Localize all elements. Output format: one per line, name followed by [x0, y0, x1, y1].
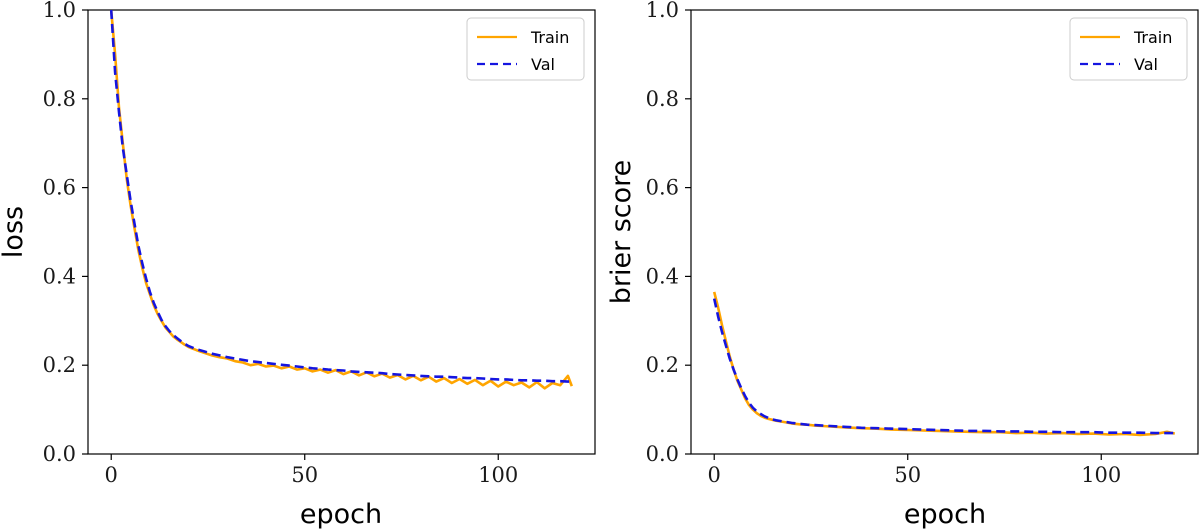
loss-y-tick-label: 1.0 [43, 0, 76, 22]
brier-panel: 0 50 100 0.0 0.2 0.4 0.6 0.8 1.0 epoch brier sc… [606, 0, 1199, 530]
loss-x-axis-label: epoch [300, 499, 382, 530]
brier-y-tick-label: 0.2 [646, 353, 679, 377]
loss-y-tick-label: 0.4 [43, 264, 76, 288]
brier-y-tick-label: 0.8 [646, 87, 679, 111]
brier-y-tick-label: 1.0 [646, 0, 679, 22]
brier-y-tick-label: 0.6 [646, 176, 679, 200]
loss-plot-frame [87, 9, 596, 455]
brier-x-tick-label: 100 [1081, 463, 1121, 487]
brier-legend: Train Val [1069, 17, 1188, 81]
brier-x-axis-label: epoch [904, 499, 986, 530]
brier-plot-frame [690, 9, 1199, 455]
brier-y-tick-label: 0.0 [646, 442, 679, 466]
loss-series-train-line [109, 10, 574, 390]
loss-legend-train-label: Train [530, 28, 569, 47]
loss-y-tick-label: 0.2 [43, 353, 76, 377]
loss-y-tick-label: 0.0 [43, 442, 76, 466]
loss-y-tick-label: 0.8 [43, 87, 76, 111]
loss-x-tick-label: 50 [291, 463, 318, 487]
brier-legend-train-label: Train [1133, 28, 1172, 47]
loss-x-tick-label: 100 [478, 463, 518, 487]
brier-series-val-line [712, 298, 1175, 435]
brier-x-tick-label: 0 [708, 463, 721, 487]
brier-legend-val-label: Val [1134, 55, 1158, 74]
loss-y-axis-label: loss [0, 206, 29, 258]
loss-x-tick-label: 0 [105, 463, 118, 487]
loss-legend-val-label: Val [531, 55, 555, 74]
brier-y-tick-label: 0.4 [646, 264, 679, 288]
loss-panel: 0 50 100 0.0 0.2 0.4 0.6 0.8 1.0 epoch loss Tra… [0, 0, 596, 530]
brier-x-tick-label: 50 [894, 463, 921, 487]
brier-y-axis-label: brier score [606, 160, 637, 305]
loss-legend: Train Val [466, 17, 585, 81]
loss-y-tick-label: 0.6 [43, 176, 76, 200]
brier-series-train-line [712, 291, 1176, 437]
